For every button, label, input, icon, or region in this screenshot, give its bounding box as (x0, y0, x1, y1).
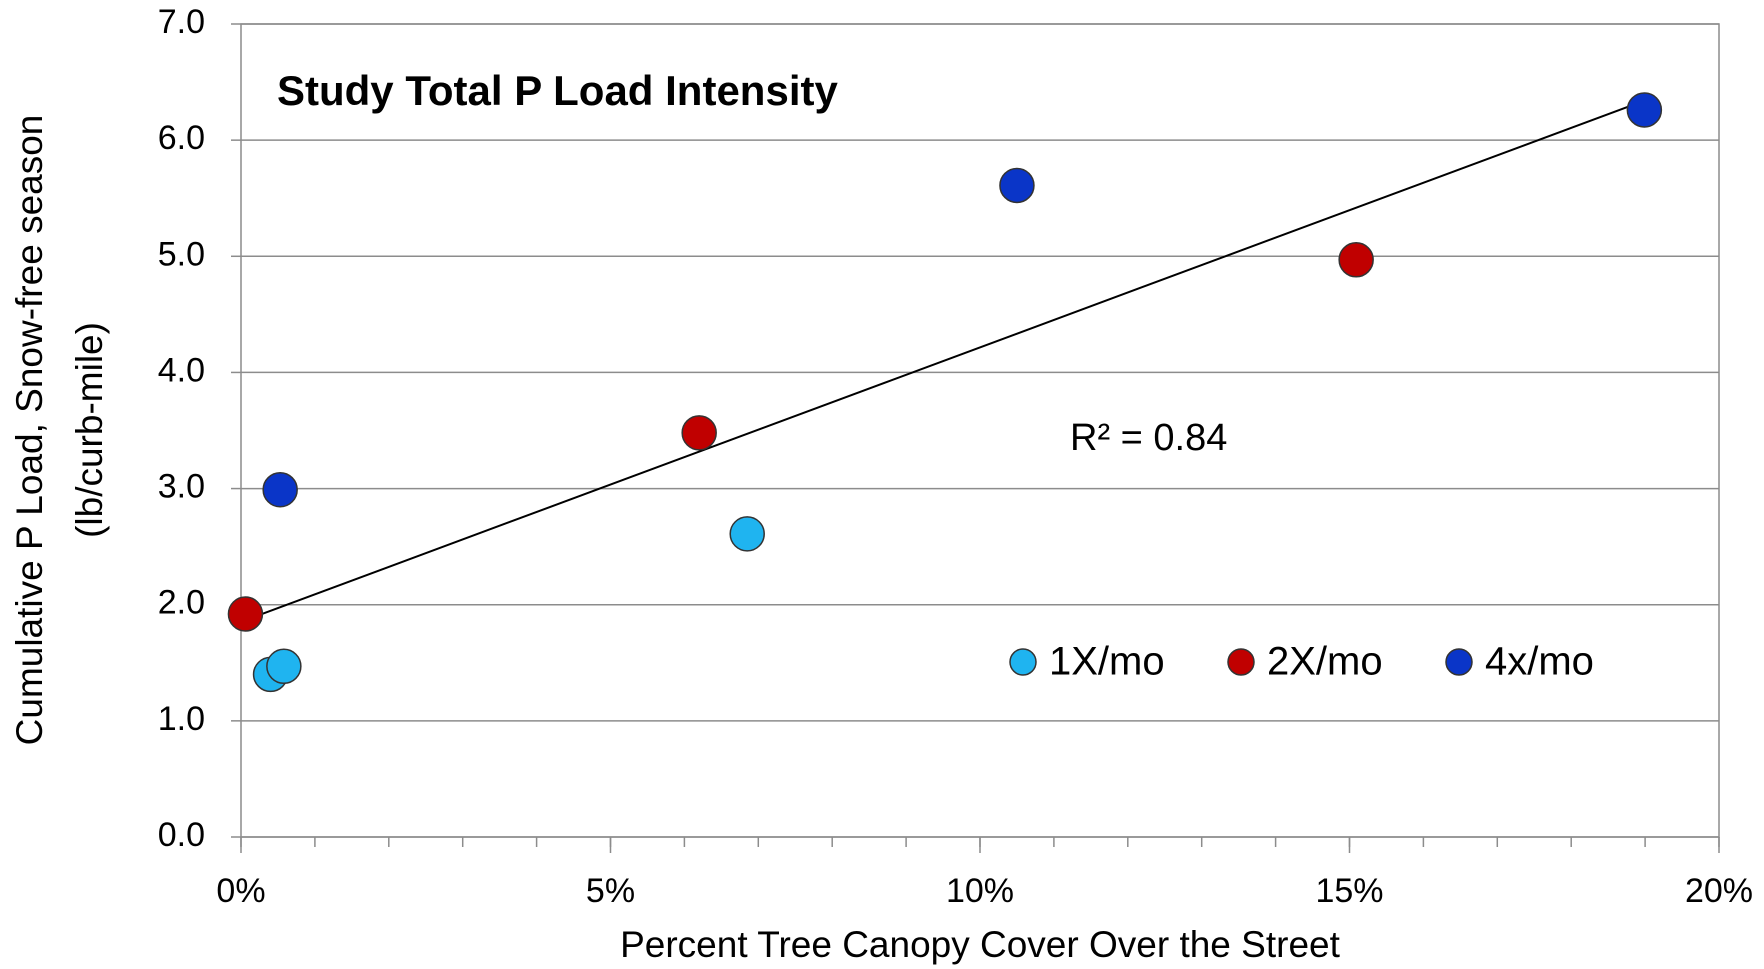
legend-label: 2X/mo (1267, 640, 1383, 684)
trendline (245, 100, 1642, 621)
chart-title: Study Total P Load Intensity (277, 67, 838, 114)
point (729, 516, 765, 552)
x-tick-label: 10% (946, 872, 1014, 910)
y-tick-label: 4.0 (158, 351, 205, 389)
x-tick-label: 0% (216, 872, 265, 910)
y-tick-label: 1.0 (158, 700, 205, 738)
x-tick-label: 20% (1685, 872, 1753, 910)
annotation: R² = 0.84 (1070, 417, 1227, 459)
legend-label: 4x/mo (1485, 640, 1594, 684)
point (999, 167, 1035, 204)
x-tick-label: 15% (1315, 872, 1383, 910)
y-tick-label: 3.0 (158, 468, 205, 506)
x-axis-title: Percent Tree Canopy Cover Over the Stree… (620, 924, 1341, 965)
legend-marker (1009, 648, 1037, 676)
point (262, 471, 298, 508)
plot-border (240, 23, 1720, 838)
x-tick-label: 5% (586, 872, 635, 910)
y-tick-label: 0.0 (158, 816, 205, 854)
y-tick-label: 2.0 (158, 584, 205, 622)
point (266, 648, 302, 685)
y-tick-label: 5.0 (158, 235, 205, 273)
point (1626, 92, 1663, 128)
y-tick-label: 7.0 (158, 3, 205, 41)
point (681, 415, 717, 451)
y-axis-title: (lb/curb-mile) (69, 322, 110, 538)
y-tick-label: 6.0 (158, 119, 205, 157)
point (227, 596, 264, 632)
legend-marker (1227, 648, 1255, 676)
legend-label: 1X/mo (1049, 640, 1165, 684)
y-axis-title: Cumulative P Load, Snow-free season (9, 115, 50, 746)
legend-marker (1445, 648, 1473, 676)
point (1338, 242, 1374, 278)
